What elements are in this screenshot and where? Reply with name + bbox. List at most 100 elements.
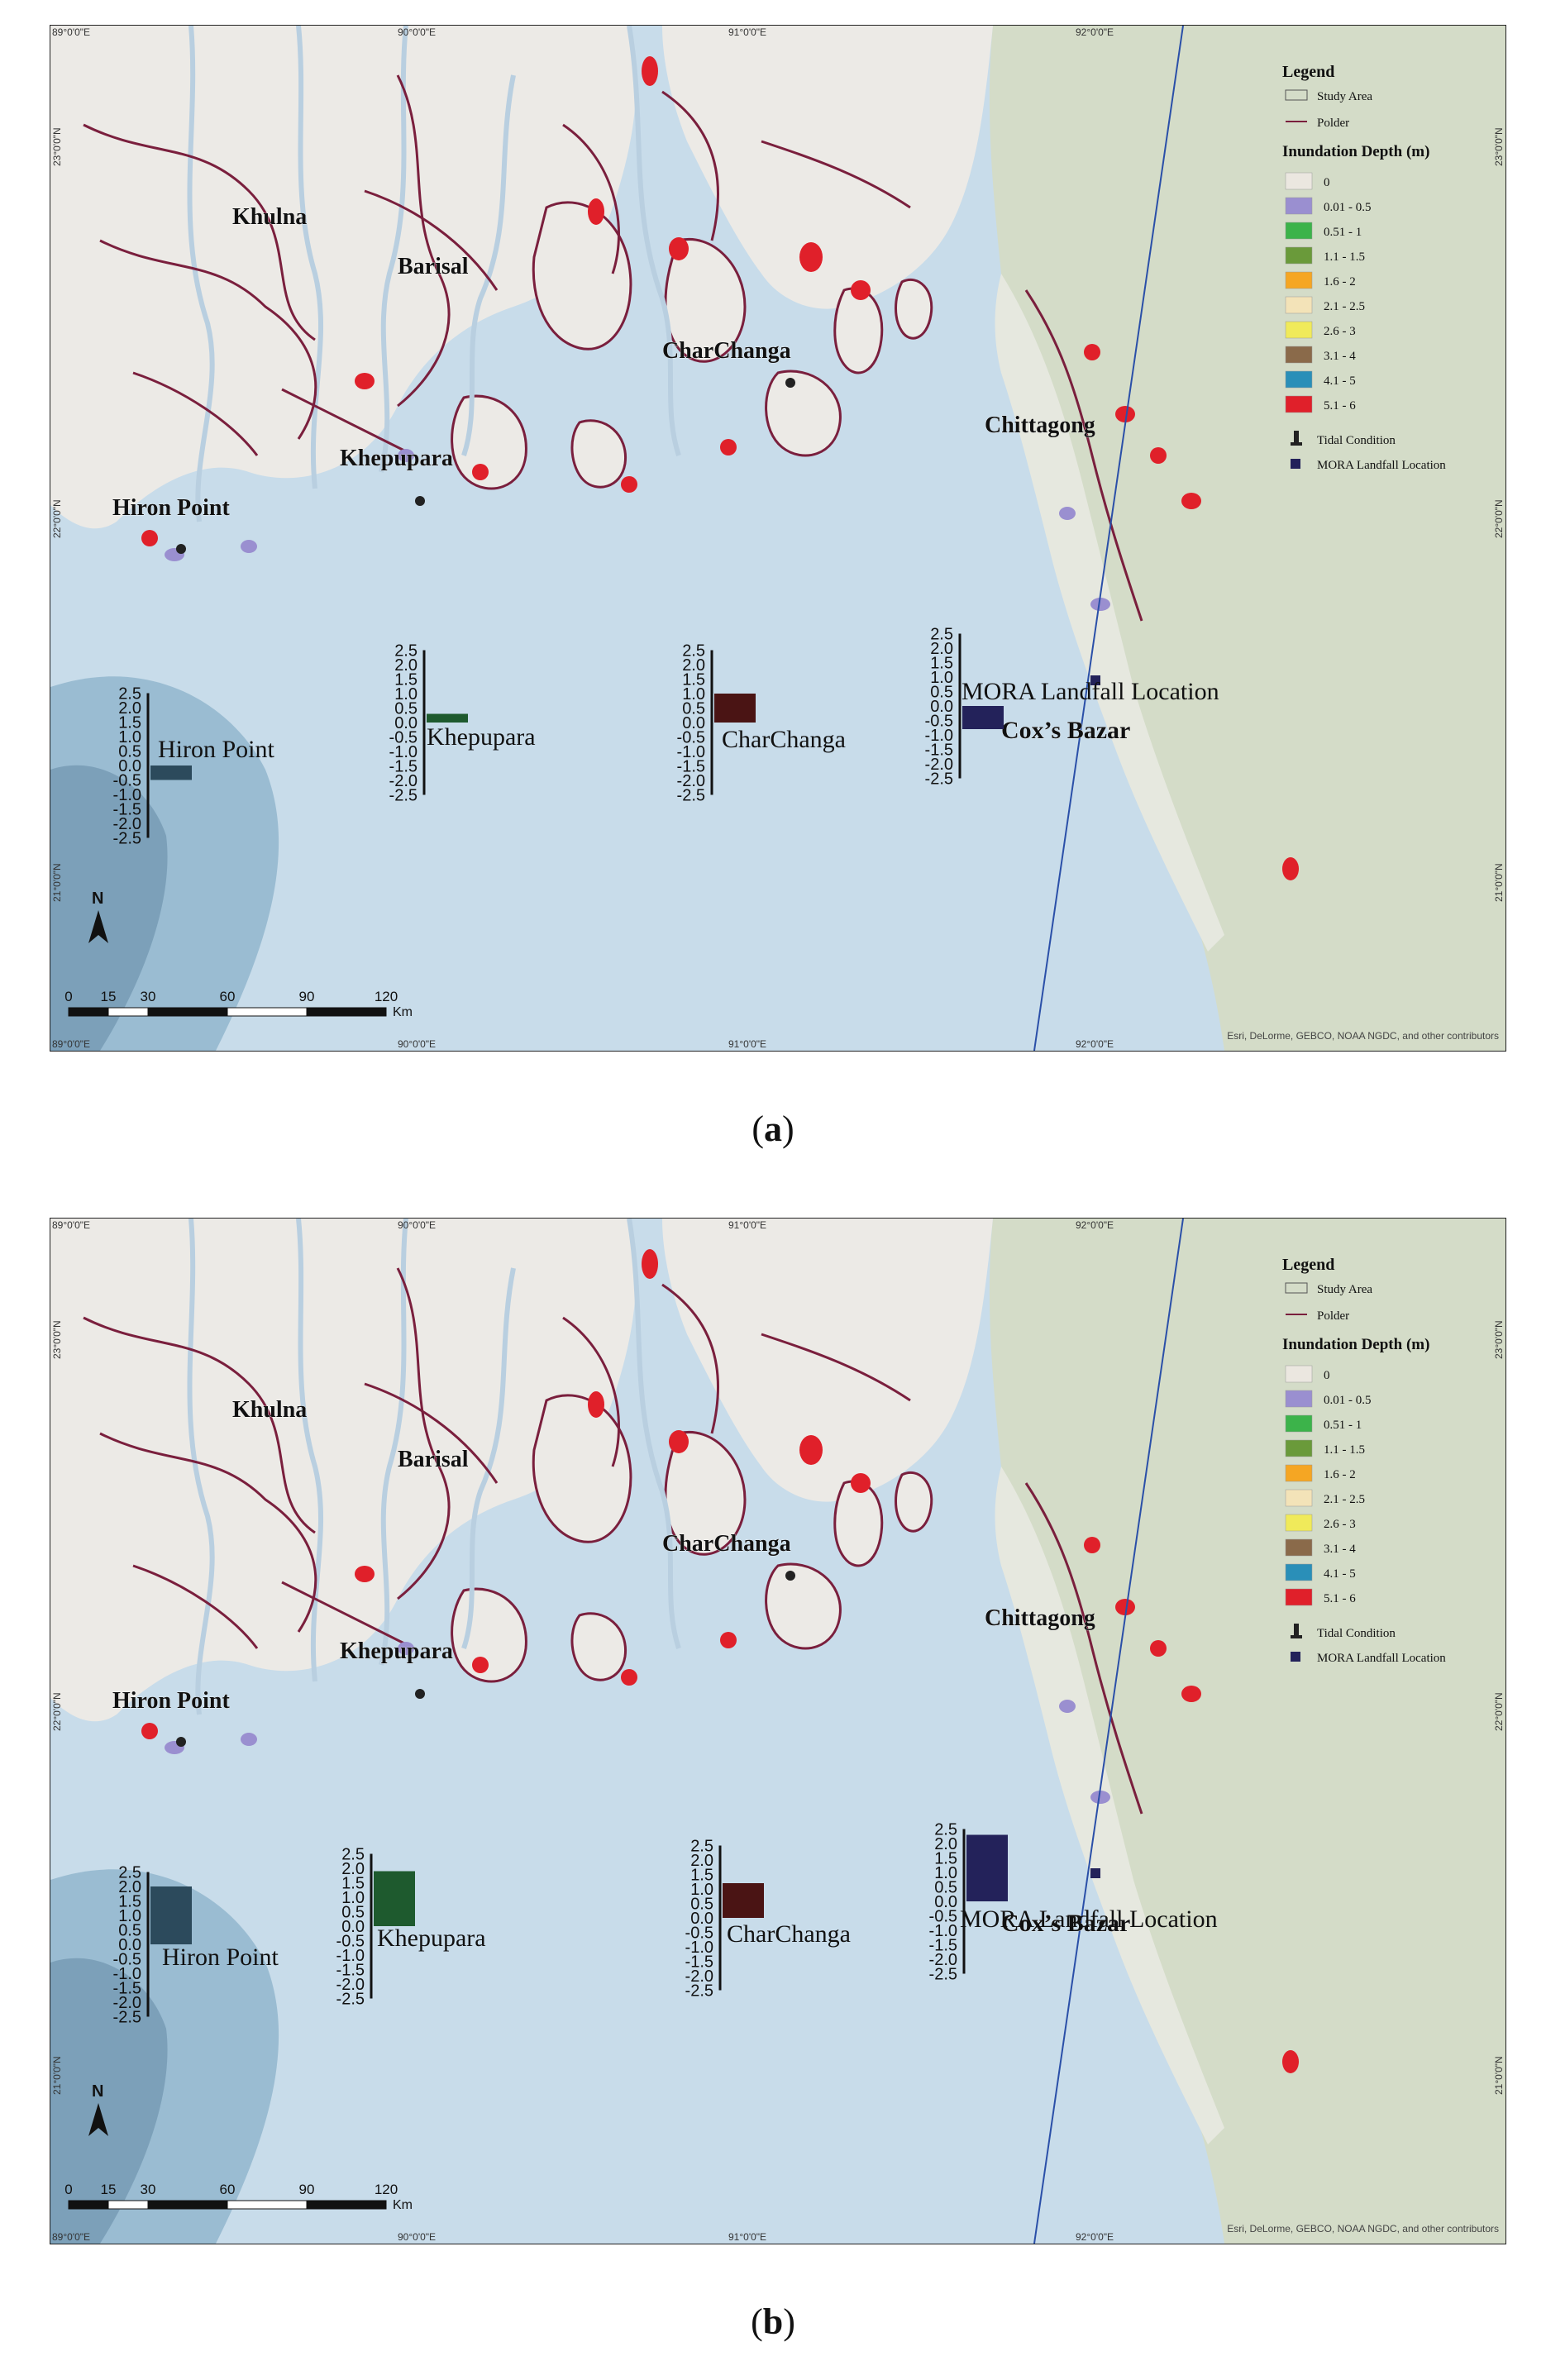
river [461, 1267, 516, 1649]
chart-tick-label: -2.5 [685, 1982, 713, 2001]
chart-tick-label: 2.0 [690, 1852, 713, 1870]
chart-tick-label: -0.5 [113, 772, 141, 790]
inundation-patch [642, 56, 658, 86]
scale-bar-segment [68, 2200, 109, 2210]
chart-tick-label: 1.5 [118, 714, 141, 732]
coord-label-top: 90°0'0"E [398, 26, 436, 38]
river [627, 26, 681, 456]
chart-tick-label: -1.0 [113, 1965, 141, 1983]
legend-depth-swatch [1285, 197, 1313, 215]
legend-depth-swatch [1285, 1538, 1313, 1557]
inundation-patch [588, 198, 604, 225]
chart-tick-label: -2.5 [113, 2009, 141, 2027]
chart-tick-label: -0.5 [925, 713, 953, 731]
legend-depth-title: Inundation Depth (m) [1282, 143, 1429, 160]
chart-tick-label: -0.5 [929, 1908, 957, 1926]
north-label: N [92, 890, 103, 908]
chart-station-label: CharChanga [722, 726, 846, 753]
inundation-patch [621, 476, 637, 493]
inundation-patch [472, 1657, 489, 1673]
river [379, 26, 408, 473]
chart-tick-label: -1.5 [677, 758, 705, 776]
legend-depth-label: 0.51 - 1 [1324, 226, 1362, 239]
chart-tick-label: 1.5 [682, 671, 705, 689]
legend-depth-label: 0.51 - 1 [1324, 1419, 1362, 1432]
coord-label-bottom: 90°0'0"E [398, 1038, 436, 1050]
island [895, 1471, 933, 1533]
coord-label-right: 21°0'0"N [1493, 2056, 1505, 2095]
inundation-patch [642, 1249, 658, 1279]
chart-tick-label: 1.0 [690, 1881, 713, 1899]
scale-tick-label: 60 [220, 2182, 236, 2197]
scale-unit-label: Km [393, 2198, 413, 2212]
figure-caption: (b) [751, 2301, 795, 2342]
place-label: CharChanga [662, 1531, 791, 1557]
legend-depth-swatch [1285, 395, 1313, 413]
chart-tick-label: 0.0 [118, 757, 141, 775]
river [379, 1219, 408, 1666]
polder-line [1024, 1482, 1143, 1815]
chart-tick-label: 0.5 [690, 1896, 713, 1914]
polder-line [281, 388, 415, 457]
legend-landfall-label: MORA Landfall Location [1317, 1652, 1446, 1665]
inundation-patch [1059, 1700, 1076, 1713]
chart-tick-label: -2.0 [336, 1976, 365, 1994]
chart-bar [150, 1886, 192, 1944]
chart-tick-label: 1.0 [341, 1889, 365, 1907]
tidal-condition-icon [1291, 442, 1302, 446]
scale-bar-segment [306, 2200, 387, 2210]
chart-tick-label: 1.5 [118, 1893, 141, 1911]
eastern-coast-strip [995, 274, 1224, 952]
inundation-patch [851, 280, 871, 300]
legend-depth-label: 2.6 - 3 [1324, 325, 1356, 338]
place-label: Khepupara [340, 446, 453, 471]
island [833, 1480, 884, 1567]
place-label: Khulna [232, 1397, 307, 1423]
station-dot [176, 544, 186, 554]
place-label: Chittagong [985, 1605, 1095, 1631]
chart-tick-label: 0.5 [930, 684, 953, 702]
inundation-patch [355, 373, 375, 389]
inundation-patch [588, 1391, 604, 1418]
inundation-patch [799, 242, 823, 272]
chart-tick-label: -2.0 [389, 772, 418, 790]
chart-tick-label: 1.5 [341, 1875, 365, 1893]
place-label: Hiron Point [112, 495, 231, 521]
coord-label-left: 22°0'0"N [51, 499, 63, 538]
polder-line [396, 1267, 451, 1600]
coord-label-right: 22°0'0"N [1493, 1692, 1505, 1731]
chart-tick-label: -2.5 [925, 770, 953, 789]
scale-tick-label: 120 [375, 989, 398, 1004]
island [570, 1612, 627, 1681]
chart-tick-label: 2.5 [118, 685, 141, 704]
chart-tick-label: 0.5 [341, 1904, 365, 1922]
cyclone-track-line [1033, 1219, 1184, 2244]
coord-label-top: 92°0'0"E [1076, 26, 1114, 38]
polder-line [99, 239, 317, 440]
chart-tick-label: -1.0 [113, 786, 141, 804]
legend-polder-label: Polder [1317, 1309, 1349, 1323]
chart-tick-label: -0.5 [113, 1951, 141, 1969]
chart-bar [427, 713, 468, 723]
polder-line [1024, 289, 1143, 622]
chart-tick-label: 0.5 [682, 700, 705, 718]
place-label: Hiron Point [112, 1688, 231, 1714]
chart-tick-label: -0.5 [336, 1933, 365, 1951]
chart-tick-label: -1.5 [113, 1980, 141, 1998]
legend-depth-label: 1.1 - 1.5 [1324, 1443, 1365, 1457]
chart-tick-label: -2.0 [925, 756, 953, 774]
legend-depth-label: 2.6 - 3 [1324, 1518, 1356, 1531]
island [765, 370, 842, 457]
chart-tick-label: -0.5 [677, 729, 705, 747]
legend-depth-label: 0 [1324, 176, 1330, 189]
station-dot [785, 1571, 795, 1581]
chart-tick-label: 2.5 [341, 1846, 365, 1864]
river [627, 1219, 681, 1649]
chart-tick-label: 1.0 [934, 1864, 957, 1882]
deep-sea-area [50, 765, 168, 1051]
inundation-patch [355, 1566, 375, 1582]
attribution-text: Esri, DeLorme, GEBCO, NOAA NGDC, and oth… [1227, 2223, 1499, 2235]
legend-depth-swatch [1285, 321, 1313, 339]
legend-depth-swatch [1285, 1588, 1313, 1606]
island [833, 287, 884, 374]
